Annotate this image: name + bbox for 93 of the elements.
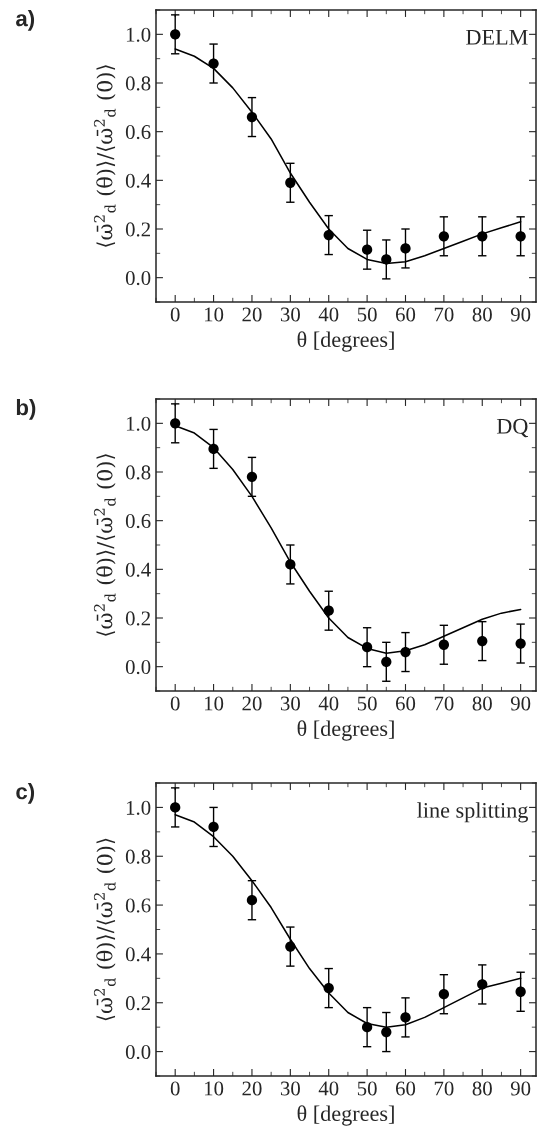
x-axis-title: θ [degrees]: [297, 720, 394, 741]
x-tick-label: 10: [204, 1081, 224, 1096]
x-tick-label: 50: [357, 696, 377, 711]
point: [208, 58, 219, 69]
y-tick-label: 0.4: [125, 562, 151, 577]
chart-title: a): [16, 10, 35, 31]
x-tick-label: 70: [434, 307, 454, 322]
point: [381, 1026, 392, 1038]
y-tick-label: 0.8: [125, 76, 151, 91]
x-tick-label: 40: [318, 1081, 339, 1096]
x-tick-label: 10: [204, 307, 224, 322]
point: [323, 605, 334, 616]
y-tick-label: 0.8: [125, 465, 151, 480]
point: [170, 418, 181, 429]
x-tick-label: 90: [510, 307, 531, 322]
chart-title: b): [16, 399, 36, 420]
x-tick-label: 60: [395, 696, 416, 711]
point: [323, 229, 334, 241]
point: [438, 231, 450, 242]
point: [361, 1022, 373, 1033]
point: [381, 656, 392, 667]
y-tick-label: 0.6: [125, 514, 151, 529]
point: [246, 895, 258, 906]
x-tick-label: 70: [434, 1081, 454, 1096]
x-tick-label: 30: [280, 1081, 300, 1096]
x-tick-label: 40: [318, 307, 339, 322]
x-tick-label: 30: [280, 307, 300, 322]
point: [400, 646, 411, 658]
point: [285, 177, 296, 188]
x-tick-label: 50: [357, 1081, 377, 1096]
y-tick-label: 1.0: [126, 416, 151, 431]
x-tick-label: 80: [472, 1081, 492, 1096]
x-tick-label: 80: [472, 307, 492, 322]
y-tick-label: 0.8: [125, 849, 151, 864]
point: [400, 1012, 411, 1023]
y-tick-label: 0.2: [125, 996, 150, 1011]
point: [515, 231, 526, 242]
x-tick-label: 40: [318, 696, 339, 711]
y-tick-label: 0.6: [125, 898, 151, 913]
x-tick-label: 90: [510, 696, 531, 711]
x-tick-label: 90: [510, 1081, 531, 1096]
x-tick-label: 20: [242, 1081, 262, 1096]
point: [515, 638, 526, 649]
x-tick-label: 20: [242, 696, 262, 711]
x-tick-label: 10: [204, 696, 224, 711]
x-tick-label: 60: [395, 1081, 416, 1096]
y-tick-label: 0.0: [125, 660, 151, 675]
x-tick-label: 30: [280, 696, 300, 711]
y-axis-title: ⟨ω̄$^{2}$$_{d}$ (θ)⟩/⟨ω̄$^{2}$$_{d}$ (0)⟩: [93, 65, 116, 247]
point: [323, 982, 334, 994]
y-tick-label: 0.2: [125, 611, 150, 626]
point: [170, 802, 181, 813]
x-tick-label: 0: [170, 1081, 180, 1096]
point: [361, 244, 373, 255]
point: [477, 635, 488, 647]
y-axis-title: ⟨ω̄$^{2}$$_{d}$ (θ)⟩/⟨ω̄$^{2}$$_{d}$ (0)⟩: [93, 454, 116, 636]
x-tick-label: 0: [170, 307, 180, 322]
point: [361, 642, 373, 653]
x-tick-label: 70: [434, 696, 454, 711]
point: [285, 941, 296, 952]
point: [438, 639, 450, 650]
point: [515, 986, 526, 997]
point: [381, 254, 392, 265]
y-tick-label: 0.0: [125, 271, 151, 286]
x-tick-label: 0: [170, 696, 180, 711]
point: [477, 979, 488, 990]
x-tick-label: 80: [472, 696, 492, 711]
y-tick-label: 0.2: [125, 222, 150, 237]
point: [208, 443, 219, 455]
point: [170, 29, 181, 40]
y-tick-label: 0.4: [125, 173, 151, 188]
chart-title: c): [16, 783, 35, 804]
y-tick-label: 0.0: [125, 1044, 151, 1060]
annotation: line splitting: [417, 802, 528, 823]
point: [477, 231, 488, 242]
x-tick-label: 50: [357, 307, 377, 322]
y-tick-label: 0.4: [125, 947, 151, 962]
y-axis-title: ⟨ω̄$^{2}$$_{d}$ (θ)⟩/⟨ω̄$^{2}$$_{d}$ (0)⟩: [93, 838, 116, 1021]
point: [208, 821, 219, 833]
point: [246, 111, 258, 123]
x-tick-label: 20: [242, 307, 262, 322]
x-tick-label: 60: [395, 307, 416, 322]
x-axis-title: θ [degrees]: [297, 331, 394, 352]
point: [400, 243, 411, 254]
point: [285, 559, 296, 570]
y-tick-label: 0.6: [125, 125, 151, 140]
point: [438, 989, 450, 1000]
y-tick-label: 1.0: [126, 27, 151, 42]
annotation: DELM: [466, 29, 528, 45]
annotation: DQ: [496, 418, 529, 438]
x-axis-title: θ [degrees]: [297, 1105, 394, 1126]
y-tick-label: 1.0: [126, 800, 151, 815]
point: [246, 471, 258, 483]
